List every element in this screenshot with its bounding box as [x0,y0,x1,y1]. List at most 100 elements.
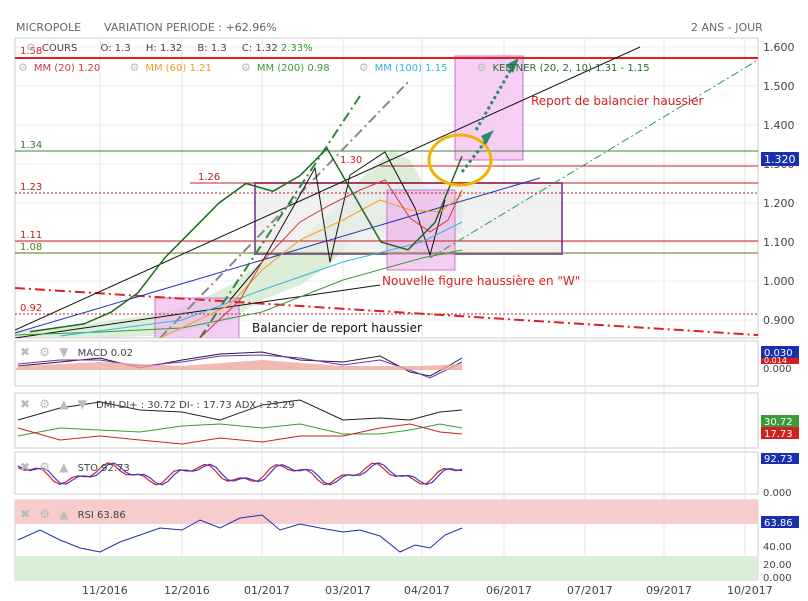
rsi-badge: 63.86 [764,518,793,529]
highlight-ellipse [427,133,493,187]
price-badge: 1.320 [764,153,796,166]
dmi-panel [14,392,759,449]
annotation-figure-w: Nouvelle figure haussière en "W" [382,274,580,288]
mm60-line [159,194,463,338]
mm20-line [199,179,463,338]
annotation-report: Report de balancier haussier [531,94,704,108]
close-icon[interactable]: ✖ [20,397,31,411]
macd-controls: ✖ ⚙ ▼ MACD 0.02 [20,345,133,359]
label-092: 0.92 [20,303,42,314]
x-tick-label: 01/2017 [244,584,290,597]
adx-line [17,399,463,421]
sto-badge-bg [761,453,799,464]
y-tick-label: 1.200 [763,197,795,210]
label-111: 1.11 [20,230,42,241]
mm100-legend: MM (100) 1.15 [374,63,448,74]
dmi-controls: ✖ ⚙ ▲ ▼ DMI DI+ : 30.72 DI- : 17.73 ADX … [20,397,295,411]
x-tick-label: 11/2016 [82,584,128,597]
x-axis: 11/2016 12/2016 01/2017 03/2017 04/2017 06/20… [82,584,773,597]
macd-badge-b: 0.014 [764,356,787,365]
rsi-overbought-zone [15,500,758,524]
keltner-legend: KELTNER (20, 2, 10) 1.31 - 1.15 [492,63,650,74]
y-tick-label: 1.600 [763,41,795,54]
rsi-badge-bg [761,516,799,528]
price-line [29,147,463,333]
green-channel-line [199,95,361,338]
dmi-minus-badge: 17.73 [764,429,793,440]
high-value: H: 1.32 [145,43,183,54]
rsi-tick-40: 40.00 [763,542,792,553]
resistance-downtrend [15,287,758,336]
variation-period: VARIATION PERIODE : +62.96% [104,21,277,34]
rsi-controls: ✖ ⚙ ▲ RSI 63.86 [20,507,126,521]
x-tick-label: 06/2017 [486,584,532,597]
legend-row-1: ⚙ COURS O: 1.3 H: 1.32 B: 1.3 C: 1.32 2.3… [26,41,313,54]
gear-icon[interactable]: ⚙ [240,61,251,74]
x-tick-label: 12/2016 [164,584,210,597]
dmi-plus-badge: 30.72 [764,417,793,428]
gear-icon[interactable]: ⚙ [129,61,140,74]
mm100-line [59,221,463,337]
rsi-oversold-zone [15,556,758,580]
arrow-up-1 [460,137,490,173]
blue-trend-line [15,177,541,334]
period-selector[interactable]: 2 ANS - JOUR [691,21,763,34]
dmi-minus-badge-bg [761,427,799,439]
label-134: 1.34 [20,140,42,151]
label-108: 1.08 [20,242,42,253]
sto-d-line [17,462,463,486]
x-tick-label: 04/2017 [404,584,450,597]
label-158: 1.58 [20,46,42,57]
y-tick-label: 0.900 [763,314,795,327]
x-tick-label: 09/2017 [646,584,692,597]
label-123: 1.23 [20,182,42,193]
wave-lines [229,151,446,301]
rsi-label: RSI 63.86 [77,510,126,521]
macd-panel [14,340,759,387]
macd-signal-line [17,354,463,379]
legend-row-2: ⚙ MM (20) 1.20 ⚙ MM (60) 1.21 ⚙ MM (200) 0.… [18,61,650,74]
arrow-head-1 [481,130,494,145]
close-icon[interactable]: ✖ [20,507,31,521]
macd-badge-b-bg [761,358,799,364]
instrument-name: MICROPOLE [16,21,82,34]
chart-header: MICROPOLE VARIATION PERIODE : +62.96% 2 … [0,0,808,36]
x-tick-label: 07/2017 [567,584,613,597]
price-badge-bg [761,152,799,166]
lower-trend-line [15,284,381,338]
x-tick-label: 03/2017 [325,584,371,597]
rsi-line [17,514,463,553]
di-plus-line [17,423,463,437]
mm200-legend: MM (200) 0.98 [256,63,330,74]
macd-badge-a-bg [761,346,799,358]
arrow-down-icon[interactable]: ▼ [77,397,87,411]
gear-icon[interactable]: ⚙ [39,507,51,521]
arrow-up-icon[interactable]: ▲ [59,397,69,411]
gear-icon[interactable]: ⚙ [26,41,36,54]
label-130: 1.30 [340,155,362,166]
y-tick-label: 1.100 [763,236,795,249]
arrow-down-icon[interactable]: ▼ [59,345,69,359]
gear-icon[interactable]: ⚙ [39,345,51,359]
arrow-up-2 [474,65,515,131]
cours-label: COURS [41,43,78,54]
gear-icon[interactable]: ⚙ [39,460,51,474]
y-tick-label: 1.500 [763,80,795,93]
sto-k-line [17,462,463,486]
close-icon[interactable]: ✖ [20,345,31,359]
rsi-tick-20: 20.00 [763,560,792,571]
sto-panel [14,451,759,495]
arrow-up-icon[interactable]: ▲ [59,507,69,521]
upper-trend-line [15,46,641,331]
close-icon[interactable]: ✖ [20,460,31,474]
arrow-up-icon[interactable]: ▲ [59,460,69,474]
change-value: 2.33% [280,43,313,54]
gear-icon[interactable]: ⚙ [476,61,487,74]
gear-icon[interactable]: ⚙ [18,61,28,74]
rsi-tick-0: 0.000 [763,573,792,584]
gear-icon[interactable]: ⚙ [39,397,51,411]
gear-icon[interactable]: ⚙ [358,61,369,74]
close-value: C: 1.32 [241,43,278,54]
